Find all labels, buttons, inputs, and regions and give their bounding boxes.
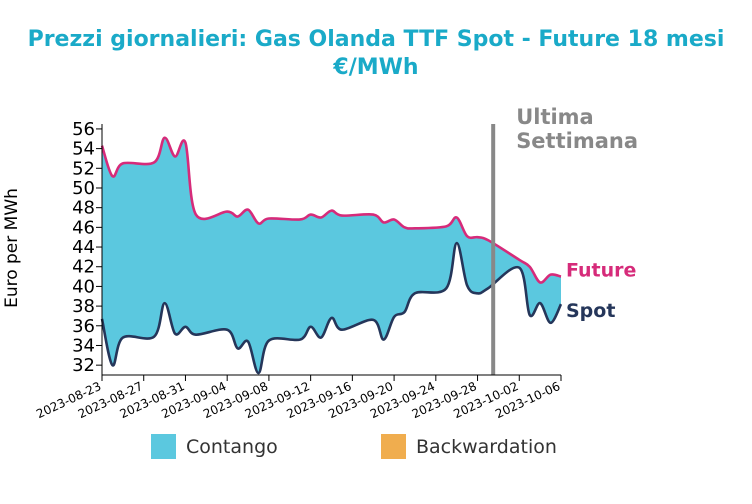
- y-tick-label: 32: [72, 355, 95, 376]
- chart-title-main: Prezzi giornalieri: Gas Olanda TTF Spot …: [27, 27, 725, 52]
- series-lines: [100, 136, 563, 375]
- y-axis-label: Euro per MWh: [2, 188, 22, 308]
- legend-label: Contango: [186, 436, 278, 458]
- y-tick-label: 52: [72, 158, 95, 179]
- y-tick-label: 46: [72, 217, 95, 238]
- last-week-label: Ultima Settimana: [516, 105, 638, 153]
- y-tick-label: 44: [72, 237, 95, 258]
- legend-label: Backwardation: [416, 436, 557, 458]
- y-tick-label: 34: [72, 335, 95, 356]
- future-series-label: Future: [566, 260, 636, 282]
- last-week-label-line: Settimana: [516, 129, 638, 153]
- future-line: [100, 136, 562, 284]
- axes: 323436384042444648505254562023-08-232023…: [34, 119, 562, 421]
- y-tick-label: 40: [72, 276, 95, 297]
- legend: Contango Backwardation: [151, 434, 557, 459]
- last-week-annotation: Ultima Settimana: [491, 105, 638, 375]
- spot-line: [100, 241, 563, 375]
- chart-title: Prezzi giornalieri: Gas Olanda TTF Spot …: [0, 26, 752, 82]
- y-tick-label: 54: [72, 139, 95, 160]
- last-week-label-line: Ultima: [516, 105, 594, 129]
- legend-swatch: [151, 434, 176, 459]
- contango-area: [102, 137, 561, 374]
- series-end-labels: Future Spot: [566, 260, 636, 323]
- y-tick-label: 56: [72, 119, 95, 140]
- y-tick-label: 48: [72, 198, 95, 219]
- spot-series-label: Spot: [566, 300, 615, 322]
- y-tick-label: 42: [72, 257, 95, 278]
- y-tick-label: 38: [72, 296, 95, 317]
- y-tick-label: 50: [72, 178, 95, 199]
- chart-subtitle: €/MWh: [333, 55, 419, 80]
- legend-swatch: [381, 434, 406, 459]
- y-tick-label: 36: [72, 316, 95, 337]
- spread-area: [102, 137, 561, 374]
